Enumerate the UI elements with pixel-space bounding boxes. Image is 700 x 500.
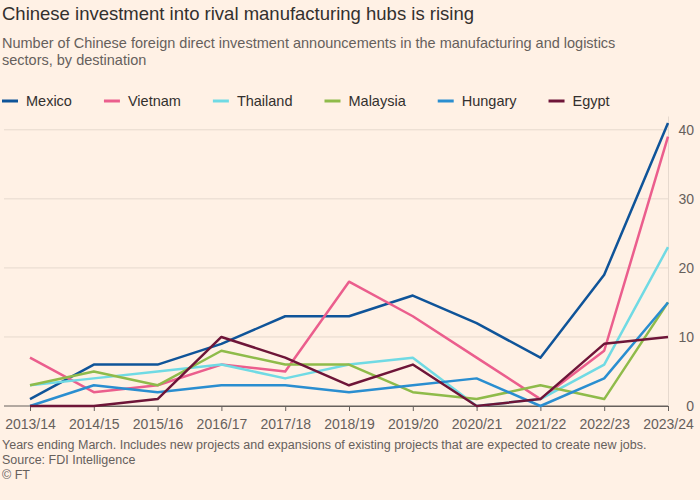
x-tick: 2019/20 (388, 406, 439, 432)
x-tick-label: 2020/21 (452, 416, 503, 432)
x-tick-mark (604, 406, 605, 411)
legend-swatch (438, 100, 454, 103)
x-tick: 2016/17 (197, 406, 248, 432)
legend-item: Mexico (2, 93, 72, 109)
subtitle: Number of Chinese foreign direct investm… (2, 35, 615, 68)
x-tick: 2023/24 (643, 406, 694, 432)
series-line (30, 123, 668, 399)
x-tick-mark (285, 406, 286, 411)
legend-swatch (104, 100, 120, 103)
chart: Chinese investment into rival manufactur… (0, 0, 700, 500)
x-tick-label: 2018/19 (324, 416, 375, 432)
note: Years ending March. Includes new project… (2, 438, 646, 452)
x-tick: 2018/19 (324, 406, 375, 432)
legend-item: Egypt (549, 93, 610, 109)
y-tick-label: 20 (678, 260, 694, 276)
series-line (30, 302, 668, 406)
x-tick-mark (349, 406, 350, 411)
legend-item: Malaysia (325, 93, 407, 109)
x-tick: 2013/14 (5, 406, 56, 432)
grid-line (4, 129, 668, 130)
grid-line (4, 336, 668, 337)
legend-item: Hungary (438, 93, 518, 109)
legend-swatch (325, 100, 341, 103)
x-axis: 2013/14 2014/15 2015/16 2016/17 2017/18 2018/… (5, 406, 694, 432)
x-tick: 2020/21 (452, 406, 503, 432)
legend-label: Thailand (237, 93, 293, 109)
y-tick: 0 (668, 398, 694, 414)
y-tick-label: 30 (678, 191, 694, 207)
legend-swatch (549, 100, 565, 103)
background (0, 0, 700, 500)
x-tick: 2021/22 (516, 406, 567, 432)
x-tick-label: 2013/14 (5, 416, 56, 432)
legend-swatch (2, 100, 18, 103)
x-tick-label: 2014/15 (69, 416, 120, 432)
x-tick-label: 2016/17 (197, 416, 248, 432)
y-tick: 20 (668, 260, 694, 276)
x-tick-mark (668, 406, 669, 411)
lines (30, 123, 668, 406)
y-tick-label: 10 (678, 329, 694, 345)
credit: © FT (2, 468, 30, 482)
source: Source: FDI Intelligence (2, 453, 135, 467)
legend-label: Hungary (462, 93, 518, 109)
x-tick-label: 2015/16 (133, 416, 184, 432)
x-tick-mark (158, 406, 159, 411)
series-line (30, 337, 668, 406)
x-tick-label: 2022/23 (579, 416, 630, 432)
y-axis: 0 10 20 30 40 (668, 117, 694, 414)
x-tick-mark (413, 406, 414, 411)
y-tick: 10 (668, 329, 694, 345)
legend-label: Vietnam (128, 93, 181, 109)
x-tick-label: 2023/24 (643, 416, 694, 432)
y-tick-label: 40 (678, 122, 694, 138)
x-tick: 2015/16 (133, 406, 184, 432)
legend-item: Vietnam (104, 93, 181, 109)
x-tick-label: 2019/20 (388, 416, 439, 432)
x-tick: 2014/15 (69, 406, 120, 432)
x-tick-label: 2021/22 (516, 416, 567, 432)
legend-label: Mexico (26, 93, 72, 109)
x-tick: 2022/23 (579, 406, 630, 432)
x-tick: 2017/18 (260, 406, 311, 432)
legend-label: Egypt (573, 93, 610, 109)
legend: Mexico Vietnam Thailand Malaysia Hungary Egyp… (2, 93, 610, 109)
title: Chinese investment into rival manufactur… (2, 3, 474, 24)
y-tick: 30 (668, 191, 694, 207)
x-tick-mark (221, 406, 222, 411)
series-line (30, 137, 668, 399)
legend-item: Thailand (213, 93, 293, 109)
y-tick: 40 (668, 122, 694, 138)
legend-label: Malaysia (349, 93, 407, 109)
legend-swatch (213, 100, 229, 103)
x-tick-label: 2017/18 (260, 416, 311, 432)
y-tick-label: 0 (686, 398, 694, 414)
y-axis-line (668, 117, 669, 407)
grid-line (4, 267, 668, 268)
grid-line (4, 198, 668, 199)
series-line (30, 247, 668, 406)
